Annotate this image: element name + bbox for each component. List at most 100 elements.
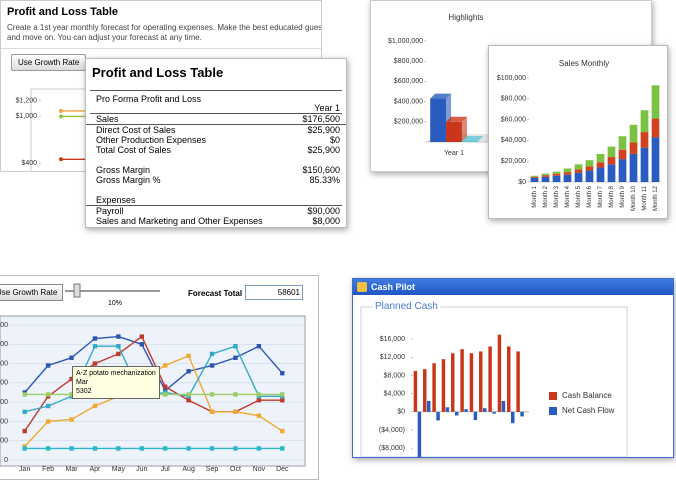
bar — [413, 370, 418, 412]
bar — [423, 369, 427, 412]
row-value: $25,900 — [307, 125, 340, 135]
slider-thumb[interactable] — [73, 283, 81, 298]
x-tick-label: Aug — [182, 466, 195, 473]
point — [209, 351, 215, 357]
bar-segment — [596, 153, 605, 163]
growth-button[interactable]: Use Growth Rate — [11, 54, 87, 71]
rule — [90, 113, 342, 114]
bar-segment — [651, 85, 660, 119]
point — [280, 398, 285, 403]
bar-segment — [629, 142, 638, 154]
point — [22, 409, 27, 414]
y-tick-label: 6,000 — [0, 341, 8, 348]
bar-segment — [607, 146, 616, 158]
table-row: Sales and Marketing and Other Expenses $8… — [86, 216, 346, 226]
x-tick-label: Month 12 — [653, 185, 659, 211]
row-label: Sales — [96, 114, 119, 124]
point — [186, 446, 191, 451]
point — [186, 392, 191, 397]
bar-segment — [585, 166, 594, 171]
bar — [427, 400, 431, 412]
column-header: Year 1 — [314, 103, 340, 113]
table-row: Gross Margin $150,600 — [86, 165, 346, 175]
y-tick-label: ($8,000) — [379, 445, 405, 452]
x-tick-label: Dec — [276, 466, 289, 473]
y-tick-label: $400,000 — [394, 98, 423, 105]
point — [233, 392, 238, 397]
row-label: Gross Margin — [96, 165, 151, 175]
bar-segment — [574, 169, 583, 173]
row-value: $8,000 — [312, 216, 340, 226]
bar-segment — [640, 132, 649, 148]
x-tick-label: Year 1 — [444, 150, 464, 157]
y-tick-label: $200,000 — [394, 119, 423, 126]
y-tick-label: $0 — [518, 179, 526, 186]
bar — [520, 411, 524, 417]
point — [59, 108, 63, 113]
bar-segment — [618, 149, 627, 160]
bar-segment — [585, 170, 594, 182]
x-tick-label: Month 7 — [598, 185, 604, 207]
chart-title: Highlights — [448, 13, 483, 22]
window-title: Cash Pilot — [371, 282, 416, 292]
row-value: $25,900 — [307, 145, 340, 155]
total-label: Forecast Total — [188, 289, 243, 298]
legend-label: Net Cash Flow — [562, 406, 615, 415]
y-tick-label: 4,000 — [0, 380, 8, 387]
bar-segment — [541, 175, 550, 177]
y-tick-label: $12,000 — [380, 354, 405, 361]
x-tick-label: Month 4 — [565, 185, 571, 207]
point — [69, 376, 74, 382]
form-intro: Create a 1st year monthly forecast for o… — [7, 23, 322, 32]
bar — [451, 353, 455, 412]
bar — [469, 353, 474, 412]
point — [45, 363, 51, 368]
window-icon — [357, 282, 367, 292]
bar — [460, 349, 464, 412]
row-value: $176,500 — [302, 114, 340, 124]
point — [92, 344, 98, 349]
y-tick-label: 3,000 — [0, 399, 8, 406]
x-tick-label: Month 3 — [554, 185, 560, 207]
bar-segment — [596, 167, 605, 182]
y-tick-label: $16,000 — [380, 336, 405, 343]
bar-side — [461, 116, 467, 142]
table-row: Sales $176,500 — [86, 114, 346, 125]
bar-segment — [574, 172, 583, 182]
x-tick-label: Jun — [136, 466, 147, 473]
bar — [507, 346, 511, 412]
bar-segment — [629, 153, 638, 182]
bar-top — [446, 116, 467, 122]
point — [256, 344, 262, 349]
y-tick-label: $80,000 — [501, 96, 526, 103]
point — [92, 403, 98, 409]
bar — [516, 351, 520, 412]
sales-panel: Sales Monthly $0 $20,000 $40,000 $60,000 $80… — [488, 45, 668, 219]
bar — [455, 411, 459, 416]
total-input[interactable]: 58601 — [245, 285, 303, 300]
bar-side — [477, 135, 483, 142]
point — [280, 446, 285, 451]
point — [116, 344, 121, 349]
point — [45, 419, 51, 424]
table-row: Payroll $90,000 — [86, 206, 346, 216]
point — [233, 409, 238, 414]
point — [139, 342, 144, 347]
growth-button[interactable]: Use Growth Rate — [0, 284, 64, 301]
point — [209, 363, 215, 368]
x-tick-label: Apr — [90, 466, 102, 473]
bar — [479, 351, 483, 412]
spacer — [86, 155, 346, 165]
form-intro: and move on. You can adjust your forecas… — [7, 33, 202, 42]
bar — [492, 411, 496, 414]
series-line — [24, 335, 283, 432]
bar — [430, 98, 447, 142]
point — [256, 392, 262, 397]
x-tick-label: Feb — [42, 466, 54, 473]
row-value: $0 — [329, 135, 340, 145]
point — [280, 428, 285, 434]
point — [209, 409, 215, 414]
point — [186, 353, 191, 359]
bar-top — [461, 135, 483, 141]
tooltip-series: A-Z potato mechanization — [76, 370, 156, 377]
